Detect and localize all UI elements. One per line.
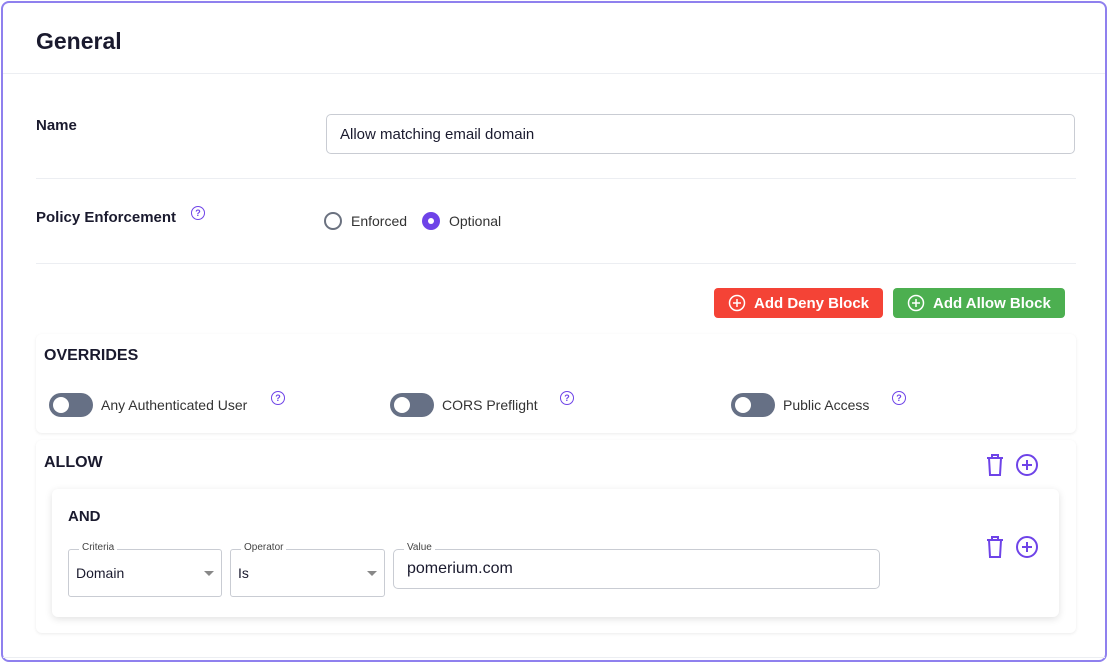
toggle-public-access[interactable]: Public Access bbox=[731, 393, 869, 417]
toggle-label: Any Authenticated User bbox=[101, 397, 248, 413]
trash-icon[interactable] bbox=[984, 453, 1006, 477]
divider bbox=[3, 657, 1105, 658]
add-icon[interactable] bbox=[1015, 453, 1039, 477]
operator-value: Is bbox=[238, 565, 249, 581]
add-allow-block-button[interactable]: Add Allow Block bbox=[893, 288, 1065, 318]
radio-circle[interactable] bbox=[422, 212, 440, 230]
criteria-select[interactable]: Domain bbox=[68, 549, 222, 597]
add-icon[interactable] bbox=[1015, 535, 1039, 559]
criteria-label: Criteria bbox=[79, 542, 118, 553]
help-icon[interactable]: ? bbox=[892, 391, 906, 405]
radio-optional[interactable]: Optional bbox=[422, 212, 501, 230]
and-title: AND bbox=[68, 508, 101, 525]
dropdown-caret-icon bbox=[204, 570, 214, 576]
trash-icon[interactable] bbox=[984, 535, 1006, 559]
toggle-any-authenticated-user[interactable]: Any Authenticated User bbox=[49, 393, 247, 417]
radio-label: Optional bbox=[449, 213, 502, 229]
help-icon[interactable]: ? bbox=[560, 391, 574, 405]
toggle-label: CORS Preflight bbox=[442, 397, 538, 413]
value-input[interactable]: pomerium.com bbox=[393, 549, 880, 589]
name-input[interactable]: Allow matching email domain bbox=[326, 114, 1075, 154]
overrides-title: OVERRIDES bbox=[44, 347, 139, 364]
value-label: Value bbox=[404, 542, 435, 553]
help-icon[interactable]: ? bbox=[271, 391, 285, 405]
operator-select[interactable]: Is bbox=[230, 549, 385, 597]
divider bbox=[36, 263, 1076, 264]
button-label: Add Allow Block bbox=[933, 294, 1051, 312]
operator-label: Operator bbox=[241, 542, 287, 553]
name-label: Name bbox=[36, 117, 77, 134]
add-deny-block-button[interactable]: Add Deny Block bbox=[714, 288, 884, 318]
radio-label: Enforced bbox=[351, 213, 408, 229]
criteria-value: Domain bbox=[76, 565, 125, 581]
toggle-cors-preflight[interactable]: CORS Preflight bbox=[390, 393, 538, 417]
page-title: General bbox=[36, 28, 122, 54]
toggle-switch[interactable] bbox=[731, 393, 775, 417]
allow-title: ALLOW bbox=[44, 454, 103, 471]
dropdown-caret-icon bbox=[367, 570, 377, 576]
help-icon[interactable]: ? bbox=[191, 206, 205, 220]
button-label: Add Deny Block bbox=[754, 294, 870, 312]
plus-circle-icon bbox=[907, 294, 925, 312]
divider bbox=[36, 178, 1076, 179]
toggle-switch[interactable] bbox=[390, 393, 434, 417]
overrides-card bbox=[36, 334, 1076, 433]
toggle-switch[interactable] bbox=[49, 393, 93, 417]
policy-enforcement-label: Policy Enforcement bbox=[36, 209, 177, 226]
divider bbox=[3, 73, 1105, 74]
radio-enforced[interactable]: Enforced bbox=[324, 212, 407, 230]
radio-circle[interactable] bbox=[324, 212, 342, 230]
toggle-label: Public Access bbox=[783, 397, 870, 413]
plus-circle-icon bbox=[728, 294, 746, 312]
